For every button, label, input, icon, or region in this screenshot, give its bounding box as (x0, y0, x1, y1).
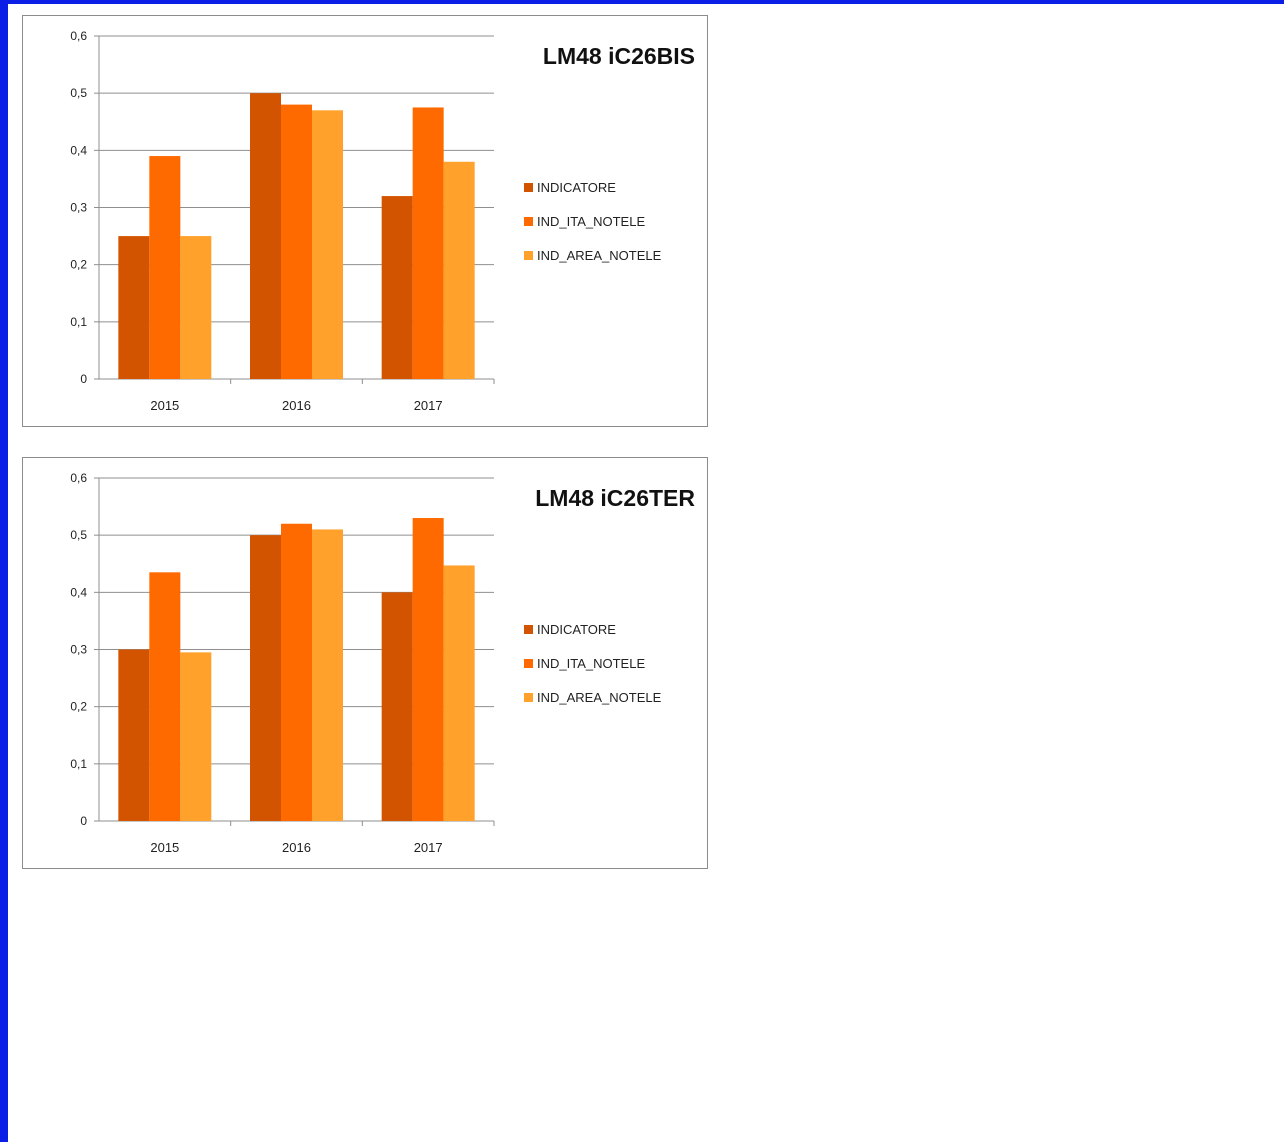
chart-title: LM48 iC26BIS (543, 43, 695, 69)
legend-label: INDICATORE (537, 180, 616, 195)
x-tick-label: 2017 (414, 840, 443, 855)
chart-panel-ic26ter: 0 0,1 0,2 0,3 0,4 0,5 0,6 2015 2016 2017 LM48 iC26… (22, 457, 708, 869)
x-tick-label: 2015 (150, 840, 179, 855)
bar (118, 236, 150, 379)
bar (412, 518, 444, 821)
x-tick-label: 2016 (282, 398, 311, 413)
bar (312, 529, 343, 821)
y-tick-label: 0,2 (70, 700, 87, 714)
y-tick-label: 0,4 (70, 143, 87, 157)
bar (180, 652, 212, 821)
legend-label: IND_AREA_NOTELE (537, 248, 662, 263)
bar (281, 523, 312, 821)
x-tick-label: 2016 (282, 840, 311, 855)
x-tick-label: 2015 (150, 398, 179, 413)
y-tick-label: 0,1 (70, 757, 87, 771)
bar (118, 649, 150, 821)
y-tick-label: 0,6 (70, 29, 87, 43)
chart-panel-ic26bis: 0 0,1 0,2 0,3 0,4 0,5 0,6 2015 2016 2017 LM48 iC26… (22, 15, 708, 427)
bar (312, 110, 343, 380)
y-tick-label: 0,5 (70, 86, 87, 100)
legend-label: IND_AREA_NOTELE (537, 690, 662, 705)
bar (180, 236, 212, 379)
y-tick-label: 0 (80, 372, 87, 386)
legend-swatch (524, 659, 533, 668)
chart-svg: 0 0,1 0,2 0,3 0,4 0,5 0,6 2015 2016 2017 LM48 iC26… (70, 471, 695, 855)
chart-title: LM48 iC26TER (535, 485, 695, 511)
y-tick-label: 0,5 (70, 528, 87, 542)
bar (381, 592, 413, 821)
legend-swatch (524, 183, 533, 192)
y-tick-label: 0,4 (70, 585, 87, 599)
bar (149, 572, 181, 821)
legend-swatch (524, 217, 533, 226)
y-tick-label: 0,3 (70, 643, 87, 657)
y-tick-label: 0,2 (70, 258, 87, 272)
y-tick-label: 0,1 (70, 315, 87, 329)
bar (250, 93, 281, 380)
bar (381, 196, 413, 379)
legend-label: IND_ITA_NOTELE (537, 656, 645, 671)
legend-label: IND_ITA_NOTELE (537, 214, 645, 229)
legend-swatch (524, 625, 533, 634)
legend-swatch (524, 251, 533, 260)
x-tick-label: 2017 (414, 398, 443, 413)
bar (149, 156, 181, 379)
legend-label: INDICATORE (537, 622, 616, 637)
bar (443, 565, 475, 821)
bar (281, 104, 312, 379)
y-tick-label: 0,6 (70, 471, 87, 485)
bar (250, 535, 281, 821)
chart-svg: 0 0,1 0,2 0,3 0,4 0,5 0,6 2015 2016 2017 LM48 iC26… (70, 29, 695, 413)
y-tick-label: 0 (80, 814, 87, 828)
legend-swatch (524, 693, 533, 702)
bar (412, 107, 444, 379)
bar (443, 161, 475, 379)
y-tick-label: 0,3 (70, 201, 87, 215)
